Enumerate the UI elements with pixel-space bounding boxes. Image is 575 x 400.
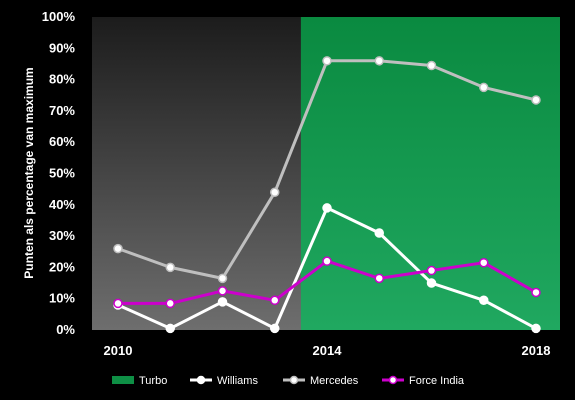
legend: Turbo Williams Mercedes Force India [112,375,465,387]
data-point-williams [479,295,489,306]
y-axis: 0% 10% 20% 30% 40% 50% 60% 70% 80% 90% 100% [42,9,76,337]
x-tick-label: 2010 [104,343,133,358]
y-tick-label: 0% [56,322,75,337]
data-point-force-india [217,286,228,296]
data-point-mercedes [531,95,541,105]
data-point-force-india [374,273,384,284]
data-point-williams [322,203,332,213]
legend-swatch [112,376,134,384]
data-point-force-india [322,256,332,266]
data-point-williams [165,323,175,334]
data-point-williams [426,278,437,288]
y-tick-label: 90% [49,40,75,55]
y-tick-label: 40% [49,197,75,212]
y-tick-label: 60% [49,134,75,149]
series-layer [113,56,541,334]
legend-label: Force India [409,375,465,387]
x-axis: 2010 2014 2018 [104,343,551,358]
data-point-mercedes [217,273,228,284]
y-axis-title: Punten als percentage van maximum [22,67,36,278]
legend-label: Turbo [139,375,167,387]
data-point-mercedes [426,60,437,71]
y-tick-label: 100% [42,9,76,24]
data-point-mercedes [165,262,175,273]
data-point-force-india [270,295,280,306]
legend-item-turbo: Turbo [112,375,167,387]
data-point-williams [531,323,541,334]
data-point-mercedes [113,243,123,254]
legend-item-williams: Williams [190,375,258,387]
data-point-force-india [165,298,175,309]
data-point-mercedes [270,187,280,198]
series-force-india [113,256,541,309]
y-tick-label: 10% [49,291,75,306]
data-point-force-india [426,265,437,276]
data-point-force-india [479,257,489,268]
x-tick-label: 2018 [522,343,551,358]
legend-label: Mercedes [310,375,359,387]
y-tick-label: 80% [49,72,75,87]
y-tick-label: 20% [49,259,75,274]
y-tick-label: 30% [49,228,75,243]
y-tick-label: 50% [49,166,75,181]
legend-swatch-marker [196,375,206,385]
data-point-williams [217,297,228,307]
series-mercedes [113,56,541,284]
x-tick-label: 2014 [313,343,343,358]
data-point-williams [270,323,280,334]
data-point-mercedes [374,56,384,66]
y-tick-label: 70% [49,103,75,118]
legend-label: Williams [217,375,258,387]
data-point-williams [374,228,384,238]
legend-item-force-india: Force India [382,375,465,387]
legend-swatch-marker [289,375,299,385]
data-point-mercedes [479,82,489,93]
data-point-mercedes [322,56,332,66]
series-williams [113,203,541,334]
data-point-force-india [531,287,541,298]
data-point-force-india [113,298,123,309]
legend-item-mercedes: Mercedes [283,375,359,387]
legend-swatch-marker [388,375,398,385]
